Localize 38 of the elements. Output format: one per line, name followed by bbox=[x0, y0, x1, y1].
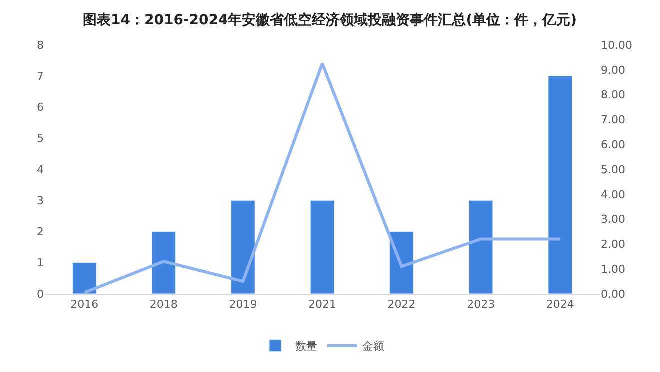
y2-tick-label: 7.00 bbox=[601, 114, 626, 127]
y2-tick-label: 2.00 bbox=[601, 238, 626, 252]
x-tick-label: 2023 bbox=[467, 298, 496, 312]
y2-tick-label: 8.00 bbox=[601, 88, 626, 102]
bar bbox=[468, 200, 494, 294]
x-tick-label: 2018 bbox=[150, 298, 178, 312]
y-tick-label: 7 bbox=[37, 70, 44, 83]
x-tick-label: 2021 bbox=[308, 298, 336, 312]
y2-tick-label: 5.00 bbox=[601, 163, 626, 176]
bar bbox=[548, 76, 572, 294]
y-tick-label: 0 bbox=[37, 288, 44, 301]
y2-tick-label: 3.00 bbox=[601, 213, 626, 226]
x-tick-label: 2022 bbox=[388, 298, 416, 312]
y-tick-label: 5 bbox=[37, 132, 44, 146]
x-tick-label: 2019 bbox=[229, 298, 258, 312]
y2-tick-label: 1.00 bbox=[601, 262, 626, 276]
y2-tick-label: 0.00 bbox=[601, 288, 626, 301]
bar bbox=[310, 200, 335, 294]
y2-tick-label: 9.00 bbox=[601, 64, 626, 77]
y-tick-label: 4 bbox=[37, 163, 44, 176]
y-tick-label: 2 bbox=[37, 226, 44, 239]
y2-tick-label: 6.00 bbox=[601, 138, 626, 152]
legend-label: 金额 bbox=[362, 340, 384, 354]
y-tick-label: 3 bbox=[37, 194, 44, 208]
line-series bbox=[83, 62, 562, 294]
y2-tick-label: 4.00 bbox=[601, 188, 626, 202]
y-tick-label: 1 bbox=[37, 256, 44, 270]
x-tick-label: 2016 bbox=[70, 298, 99, 312]
x-tick-label: 2024 bbox=[546, 298, 574, 312]
y-tick-label: 8 bbox=[37, 38, 44, 52]
chart-title: 图表14：2016-2024年安徽省低空经济领域投融资事件汇总(单位：件，亿元) bbox=[82, 12, 578, 29]
bar bbox=[390, 232, 414, 294]
y2-tick-label: 10.00 bbox=[601, 38, 632, 52]
bar bbox=[152, 232, 176, 294]
y-tick-label: 6 bbox=[37, 101, 44, 114]
bar bbox=[231, 200, 256, 294]
legend-label: 数量 bbox=[296, 340, 318, 354]
bar bbox=[72, 262, 97, 294]
